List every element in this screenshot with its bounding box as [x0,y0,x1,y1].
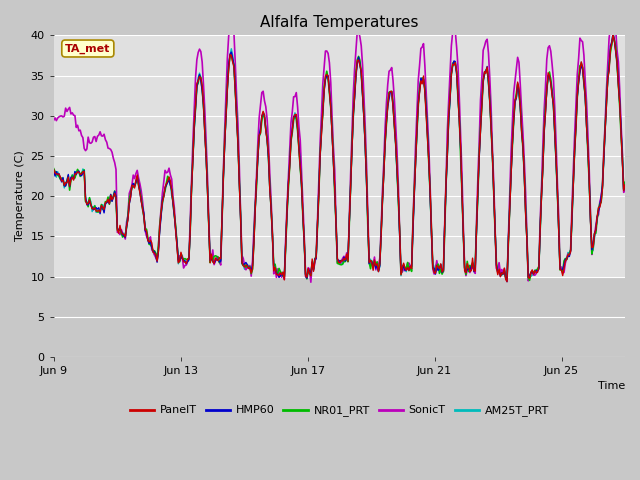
Title: Alfalfa Temperatures: Alfalfa Temperatures [260,15,419,30]
Legend: PanelT, HMP60, NR01_PRT, SonicT, AM25T_PRT: PanelT, HMP60, NR01_PRT, SonicT, AM25T_P… [125,401,553,421]
Bar [54,276,625,357]
Y-axis label: Temperature (C): Temperature (C) [15,151,25,241]
X-axis label: Time: Time [598,382,625,392]
Text: TA_met: TA_met [65,43,111,54]
